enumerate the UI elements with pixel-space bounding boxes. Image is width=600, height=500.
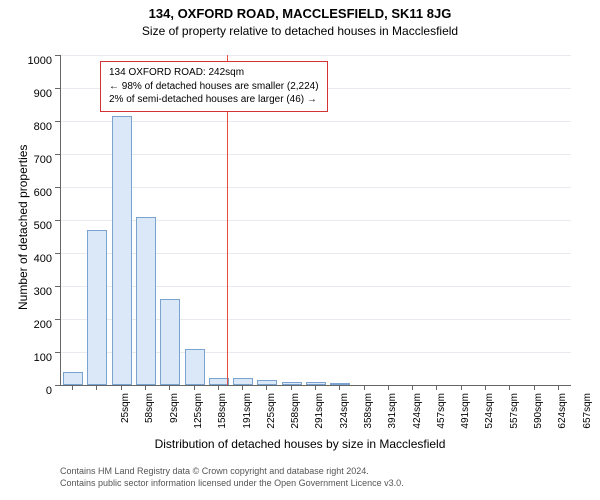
- y-tick-mark: [55, 253, 60, 254]
- x-axis-label: Distribution of detached houses by size …: [0, 437, 600, 451]
- x-tick-label: 324sqm: [339, 393, 350, 443]
- chart-subtitle: Size of property relative to detached ho…: [0, 24, 600, 38]
- gridline: [61, 187, 571, 188]
- y-tick-mark: [55, 121, 60, 122]
- x-tick-label: 557sqm: [509, 393, 520, 443]
- x-tick-label: 424sqm: [412, 393, 423, 443]
- y-axis-label: Number of detached properties: [16, 145, 30, 310]
- x-tick-mark: [412, 385, 413, 390]
- x-tick-label: 291sqm: [314, 393, 325, 443]
- x-tick-mark: [461, 385, 462, 390]
- x-tick-label: 92sqm: [169, 393, 180, 443]
- x-tick-label: 358sqm: [363, 393, 374, 443]
- x-tick-mark: [509, 385, 510, 390]
- histogram-bar: [63, 372, 83, 385]
- x-tick-mark: [315, 385, 316, 390]
- x-tick-mark: [169, 385, 170, 390]
- x-tick-label: 125sqm: [193, 393, 204, 443]
- y-tick-label: 0: [0, 385, 52, 397]
- histogram-bar: [282, 382, 302, 385]
- histogram-bar: [257, 380, 277, 385]
- x-tick-mark: [364, 385, 365, 390]
- histogram-bar: [87, 230, 107, 385]
- y-tick-label: 200: [0, 319, 52, 331]
- info-line-property: 134 OXFORD ROAD: 242sqm: [109, 66, 319, 80]
- y-tick-mark: [55, 154, 60, 155]
- y-tick-mark: [55, 286, 60, 287]
- x-tick-label: 25sqm: [120, 393, 131, 443]
- y-tick-mark: [55, 352, 60, 353]
- reference-info-box: 134 OXFORD ROAD: 242sqm ← 98% of detache…: [100, 61, 328, 112]
- histogram-bar: [160, 299, 180, 385]
- y-tick-mark: [55, 187, 60, 188]
- x-tick-label: 158sqm: [217, 393, 228, 443]
- gridline: [61, 154, 571, 155]
- y-tick-mark: [55, 319, 60, 320]
- x-tick-mark: [436, 385, 437, 390]
- x-tick-mark: [485, 385, 486, 390]
- x-tick-label: 457sqm: [436, 393, 447, 443]
- x-tick-mark: [558, 385, 559, 390]
- y-tick-mark: [55, 55, 60, 56]
- y-tick-mark: [55, 220, 60, 221]
- histogram-bar: [185, 349, 205, 385]
- x-tick-label: 58sqm: [144, 393, 155, 443]
- x-tick-mark: [242, 385, 243, 390]
- x-tick-mark: [194, 385, 195, 390]
- page-title: 134, OXFORD ROAD, MACCLESFIELD, SK11 8JG: [0, 6, 600, 21]
- histogram-bar: [233, 378, 253, 385]
- x-tick-label: 657sqm: [582, 393, 593, 443]
- x-tick-mark: [534, 385, 535, 390]
- y-tick-label: 1000: [0, 55, 52, 67]
- x-tick-label: 191sqm: [242, 393, 253, 443]
- x-tick-label: 225sqm: [266, 393, 277, 443]
- y-tick-mark: [55, 385, 60, 386]
- histogram-bar: [112, 116, 132, 385]
- x-tick-mark: [339, 385, 340, 390]
- x-tick-mark: [145, 385, 146, 390]
- y-tick-label: 100: [0, 352, 52, 364]
- x-tick-label: 590sqm: [533, 393, 544, 443]
- histogram-bar: [330, 383, 350, 385]
- y-tick-mark: [55, 88, 60, 89]
- info-line-larger: 2% of semi-detached houses are larger (4…: [109, 93, 319, 107]
- x-tick-mark: [218, 385, 219, 390]
- footer-attribution-1: Contains HM Land Registry data © Crown c…: [60, 466, 369, 476]
- x-tick-label: 491sqm: [460, 393, 471, 443]
- footer-attribution-2: Contains public sector information licen…: [60, 478, 404, 488]
- x-tick-label: 524sqm: [484, 393, 495, 443]
- x-tick-mark: [72, 385, 73, 390]
- x-tick-mark: [96, 385, 97, 390]
- x-tick-label: 258sqm: [290, 393, 301, 443]
- histogram-bar: [209, 378, 229, 385]
- y-tick-label: 800: [0, 121, 52, 133]
- x-tick-mark: [388, 385, 389, 390]
- gridline: [61, 55, 571, 56]
- gridline: [61, 121, 571, 122]
- x-tick-label: 624sqm: [557, 393, 568, 443]
- x-tick-mark: [291, 385, 292, 390]
- x-tick-mark: [266, 385, 267, 390]
- info-line-smaller: ← 98% of detached houses are smaller (2,…: [109, 80, 319, 94]
- x-tick-mark: [121, 385, 122, 390]
- x-tick-label: 391sqm: [387, 393, 398, 443]
- y-tick-label: 900: [0, 88, 52, 100]
- histogram-bar: [136, 217, 156, 385]
